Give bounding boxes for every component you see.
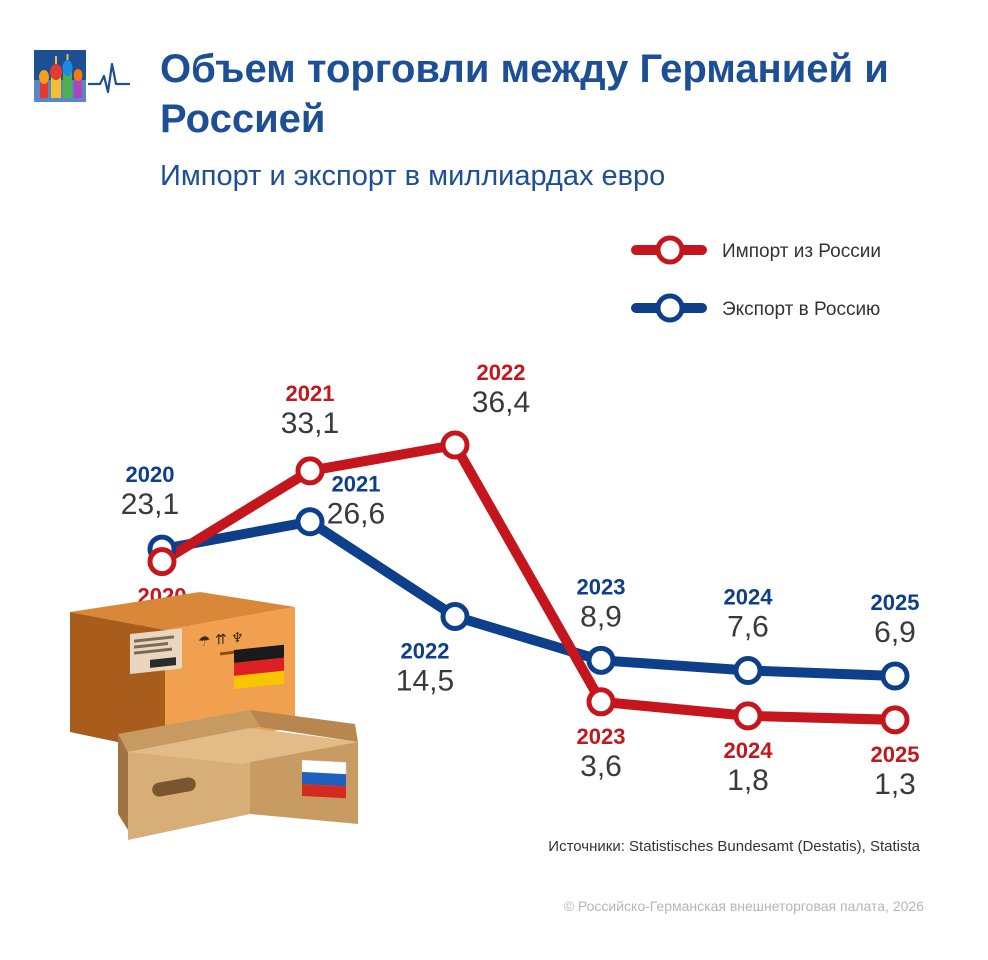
data-point-export-2022	[440, 601, 470, 631]
series-line-export	[157, 516, 900, 681]
value-label-import-2025: 1,3	[874, 768, 916, 801]
year-label-export-2021: 2021	[332, 472, 381, 497]
legend-label-import: Импорт из России	[722, 241, 881, 262]
data-point-export-2023	[586, 645, 616, 675]
value-label-export-2022: 14,5	[396, 664, 454, 697]
year-label-export-2023: 2023	[577, 574, 626, 599]
kremlin-domes-icon	[39, 54, 83, 98]
data-point-import-2022	[440, 430, 470, 460]
series-lines	[157, 439, 900, 725]
shipping-boxes-illustration: ☂ ⇈ ♆	[70, 592, 358, 840]
year-label-import-2024: 2024	[724, 738, 774, 763]
data-point-import-2020	[147, 547, 177, 577]
value-label-import-2021: 33,1	[281, 407, 339, 440]
series-line-import	[157, 439, 900, 725]
value-label-import-2023: 3,6	[580, 750, 622, 783]
data-point-export-2024	[733, 655, 763, 685]
year-label-import-2023: 2023	[577, 724, 626, 749]
value-label-export-2023: 8,9	[580, 600, 622, 633]
year-label-import-2025: 2025	[871, 742, 920, 767]
legend: Импорт из России Экспорт в Россию	[631, 235, 881, 323]
legend-marker-import	[655, 235, 685, 265]
legend-label-export: Экспорт в Россию	[722, 299, 880, 320]
series-points	[147, 430, 910, 735]
svg-text:☂ ⇈ ♆: ☂ ⇈ ♆	[198, 630, 244, 651]
value-label-export-2020: 23,1	[121, 488, 179, 521]
value-label-export-2021: 26,6	[327, 498, 385, 531]
year-label-export-2025: 2025	[871, 590, 920, 615]
page-title: Объем торговли между Германией и Россией	[160, 47, 889, 141]
year-label-export-2020: 2020	[126, 462, 175, 487]
data-point-import-2025	[880, 705, 910, 735]
value-label-import-2024: 1,8	[727, 764, 769, 797]
russia-flag-icon	[301, 759, 347, 799]
page-subtitle: Импорт и экспорт в миллиардах евро	[160, 160, 666, 192]
copyright-note: © Российско-Германская внешнеторговая па…	[563, 898, 924, 914]
germany-flag-icon	[234, 644, 284, 689]
pulse-line-icon	[88, 62, 130, 94]
data-point-import-2021	[295, 456, 325, 486]
year-label-export-2024: 2024	[724, 584, 774, 609]
data-point-export-2021	[295, 507, 325, 537]
year-label-import-2022: 2022	[477, 360, 526, 385]
chamber-logo	[34, 50, 132, 102]
value-label-export-2025: 6,9	[874, 616, 916, 649]
box-russia-icon	[118, 710, 358, 840]
year-label-import-2021: 2021	[286, 381, 335, 406]
data-point-import-2024	[733, 701, 763, 731]
value-label-import-2022: 36,4	[472, 386, 530, 419]
value-label-export-2024: 7,6	[727, 610, 769, 643]
data-point-import-2023	[586, 687, 616, 717]
data-point-export-2025	[880, 661, 910, 691]
year-label-export-2022: 2022	[401, 638, 450, 663]
legend-marker-export	[655, 293, 685, 323]
source-note: Источники: Statistisches Bundesamt (Dest…	[548, 838, 920, 855]
